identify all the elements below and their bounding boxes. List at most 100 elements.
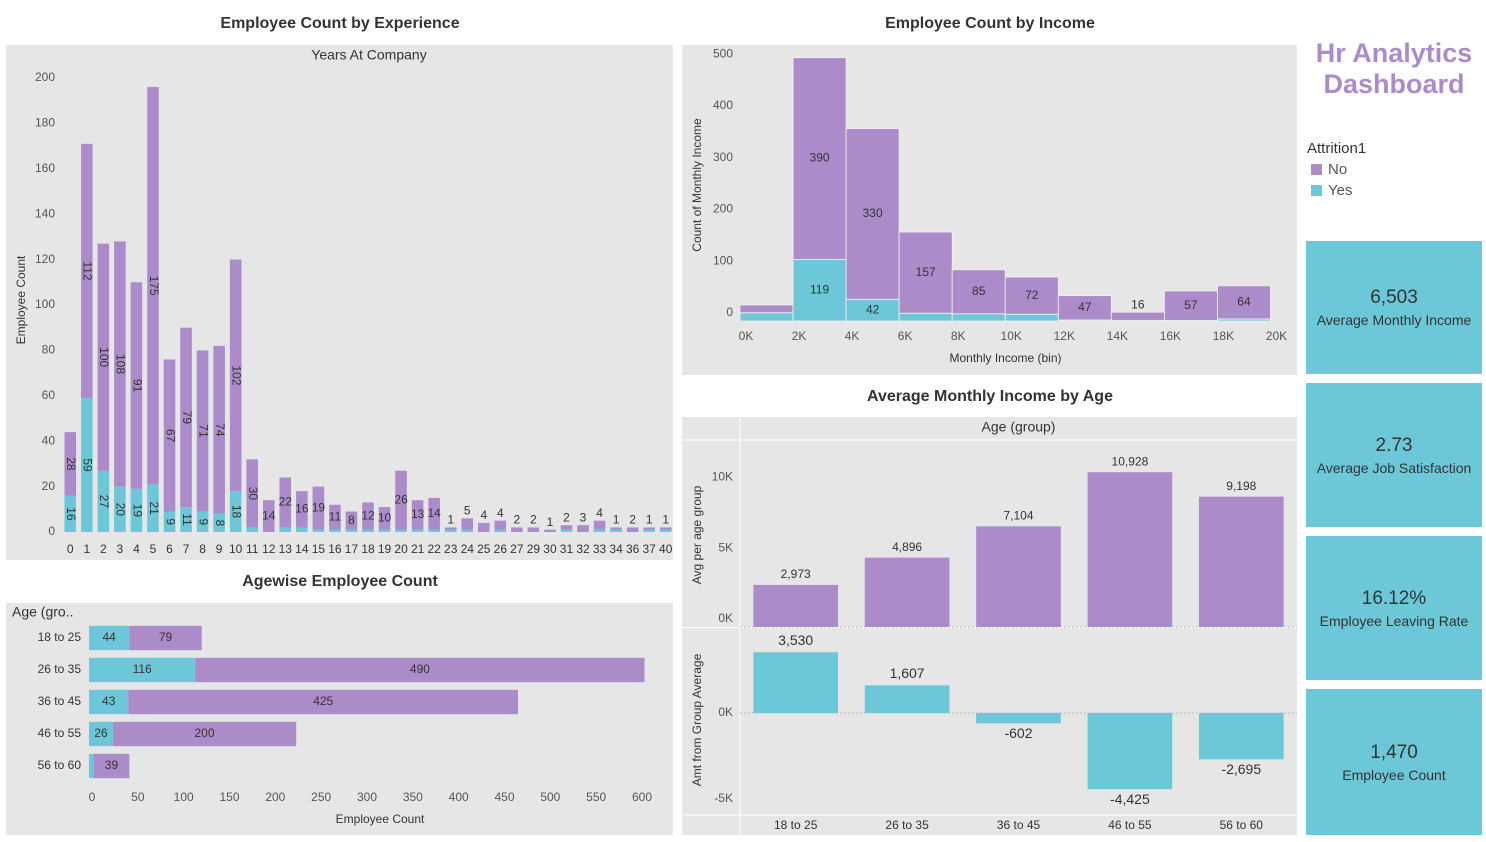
- x-tick-label: 5: [150, 542, 157, 556]
- bar-segment: [593, 529, 606, 532]
- bar-segment: [97, 243, 110, 471]
- data-label: 16: [64, 507, 78, 521]
- data-label: 64: [1237, 295, 1251, 309]
- data-label: 1: [662, 513, 669, 527]
- y-tick-label: 5K: [718, 540, 733, 554]
- y-tick-label: 10K: [712, 470, 733, 484]
- bar-segment: [659, 527, 672, 530]
- bar: [864, 685, 950, 713]
- bar-segment: [461, 529, 474, 532]
- kpi-value: 6,503: [1370, 287, 1418, 308]
- bar-segment: [378, 507, 391, 530]
- data-label: 1: [646, 513, 653, 527]
- x-tick-label: 21: [411, 542, 425, 556]
- x-tick-label: 23: [444, 542, 458, 556]
- x-tick-label: 36: [626, 542, 640, 556]
- kpi-card: 2.73 Average Job Satisfaction: [1306, 383, 1482, 527]
- bar-segment: [395, 470, 407, 530]
- data-label: 10: [378, 511, 392, 525]
- bar-segment: [362, 502, 374, 530]
- bar-segment: [129, 625, 202, 651]
- data-label: 3: [580, 510, 587, 524]
- y-tick-label: 0: [48, 524, 55, 538]
- x-tick-label: 20K: [1266, 329, 1287, 343]
- data-label: 119: [810, 282, 829, 296]
- bar-segment: [64, 432, 77, 496]
- data-label: 157: [916, 265, 936, 279]
- bar: [1087, 712, 1173, 790]
- legend-item[interactable]: Yes: [1307, 182, 1366, 199]
- bar: [1087, 472, 1173, 627]
- bar-segment: [213, 513, 225, 532]
- x-tick-label: 27: [510, 542, 524, 556]
- bar-segment: [81, 398, 93, 532]
- x-tick-label: 37: [643, 542, 657, 556]
- bar-segment: [246, 459, 259, 528]
- data-label: 9: [163, 518, 177, 525]
- y-tick-label: 60: [42, 388, 56, 402]
- y-tick-label: 36 to 45: [38, 694, 82, 708]
- y-tick-label: 40: [42, 433, 56, 447]
- x-tick-label: 14: [295, 542, 309, 556]
- data-label: 12: [361, 508, 375, 522]
- kpi-value: 1,470: [1370, 741, 1418, 763]
- dashboard-title: Hr Analytics Dashboard: [1315, 38, 1473, 99]
- data-label: 175: [147, 276, 161, 296]
- x-tick-label: 25: [477, 542, 491, 556]
- data-label: 20: [114, 503, 128, 517]
- data-label: 490: [410, 662, 430, 676]
- data-label: 112: [81, 261, 95, 280]
- legend-item[interactable]: No: [1307, 161, 1366, 178]
- bar-segment: [89, 657, 196, 683]
- data-label: 11: [180, 513, 194, 526]
- data-label: 8: [213, 520, 227, 527]
- y-tick-label: 20: [42, 479, 56, 493]
- histogram-segment: [898, 231, 953, 314]
- data-label: 1: [547, 515, 554, 529]
- histogram-segment: [1057, 295, 1112, 321]
- data-label: 4,896: [892, 540, 922, 554]
- bar-segment: [626, 527, 639, 532]
- x-tick-label: 150: [219, 790, 239, 804]
- bar-segment: [428, 529, 440, 532]
- histogram-segment: [1004, 313, 1059, 322]
- kpi-label: Employee Leaving Rate: [1319, 612, 1469, 629]
- histogram-segment: [1004, 276, 1059, 315]
- bar-segment: [312, 486, 325, 530]
- bar-segment: [196, 511, 209, 532]
- legend-swatch: [1311, 164, 1322, 175]
- bar-segment: [279, 527, 292, 532]
- bar-segment: [511, 527, 523, 532]
- bar-segment: [643, 529, 655, 532]
- data-label: 1: [447, 513, 454, 527]
- data-label: 9,198: [1226, 479, 1256, 493]
- bar-segment: [97, 470, 110, 532]
- x-header: Years At Company: [311, 47, 426, 63]
- data-label: 8: [348, 513, 355, 527]
- x-tick-label: 26: [494, 542, 508, 556]
- x-tick-label: 30: [543, 542, 557, 556]
- chart-title: Average Monthly Income by Age: [867, 388, 1113, 405]
- data-label: 26: [394, 492, 408, 506]
- data-label: 16: [1131, 297, 1145, 311]
- x-tick-label: 12K: [1054, 329, 1075, 343]
- x-tick-label: 46 to 55: [1108, 818, 1152, 832]
- y-tick-label: 200: [35, 70, 55, 84]
- data-label: 74: [213, 423, 227, 437]
- bar-segment: [64, 495, 77, 532]
- x-tick-label: 10K: [1001, 329, 1022, 343]
- data-label: 4: [497, 506, 504, 520]
- data-label: 22: [279, 495, 293, 509]
- bar-segment: [246, 527, 259, 532]
- x-tick-label: 100: [174, 790, 194, 804]
- data-label: 30: [246, 487, 260, 501]
- bar-segment: [196, 350, 209, 512]
- bar: [1198, 496, 1284, 627]
- chart-title: Employee Count by Income: [885, 15, 1095, 32]
- y-tick-label: 500: [713, 47, 733, 61]
- bar: [753, 584, 839, 627]
- bar-segment: [643, 527, 655, 530]
- bar-segment: [89, 689, 129, 715]
- bar-segment: [180, 507, 192, 532]
- data-label: 72: [1025, 288, 1039, 302]
